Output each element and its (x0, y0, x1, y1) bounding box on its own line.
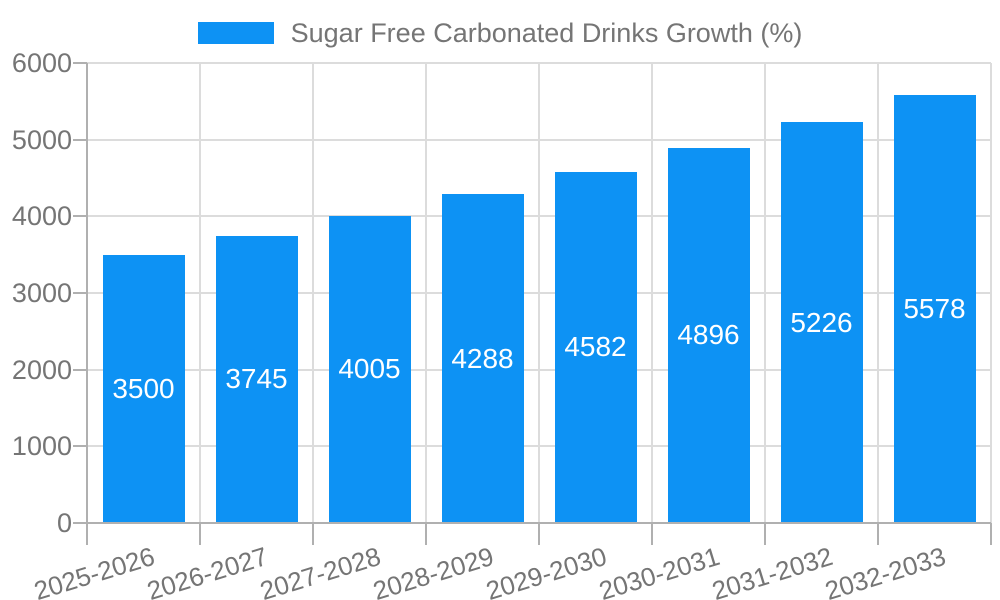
v-gridline (425, 63, 427, 523)
x-axis-tick (199, 523, 201, 545)
x-axis-tick (877, 523, 879, 545)
v-gridline (651, 63, 653, 523)
x-tick-label: 2029-2030 (482, 541, 611, 600)
y-tick-label: 4000 (11, 201, 72, 232)
x-axis-tick (990, 523, 992, 545)
v-gridline (538, 63, 540, 523)
v-gridline (877, 63, 879, 523)
x-axis-tick (764, 523, 766, 545)
bar[interactable] (102, 254, 185, 523)
v-gridline (312, 63, 314, 523)
x-tick-label: 2031-2032 (708, 541, 837, 600)
bar-value-label: 5578 (903, 293, 966, 325)
bar-value-label: 4288 (451, 342, 514, 374)
legend-label[interactable]: Sugar Free Carbonated Drinks Growth (%) (290, 17, 803, 48)
bar[interactable] (893, 95, 976, 523)
bar-value-label: 4582 (564, 331, 627, 363)
y-tick-label: 3000 (11, 278, 72, 308)
x-axis-tick (312, 523, 314, 545)
legend: Sugar Free Carbonated Drinks Growth (%) (0, 14, 1000, 52)
v-gridline (199, 63, 201, 523)
y-axis-tick (73, 292, 87, 294)
bar-value-label: 3745 (225, 363, 288, 395)
bar[interactable] (554, 171, 637, 523)
y-tick-label: 2000 (11, 354, 72, 385)
y-tick-label: 6000 (11, 48, 72, 78)
bar-value-label: 4896 (677, 319, 740, 351)
x-tick-label: 2030-2031 (595, 541, 724, 600)
x-axis-line (87, 522, 991, 524)
x-tick-label: 2028-2029 (369, 541, 498, 600)
y-axis-tick (73, 445, 87, 448)
bar[interactable] (441, 194, 524, 523)
x-tick-label: 2032-2033 (821, 541, 950, 600)
x-axis-tick (86, 523, 88, 545)
y-axis-tick (73, 522, 87, 524)
x-axis-tick (538, 523, 540, 545)
x-tick-label: 2026-2027 (143, 541, 272, 600)
bar[interactable] (215, 235, 298, 523)
x-axis-tick (425, 523, 427, 545)
y-axis-tick (73, 368, 87, 371)
x-axis-tick (651, 523, 653, 545)
y-axis-tick (73, 138, 87, 141)
x-tick-label: 2025-2026 (30, 541, 159, 600)
bar[interactable] (780, 122, 863, 523)
y-axis-line (86, 63, 88, 523)
x-tick-label: 2027-2028 (256, 541, 385, 600)
bar[interactable] (667, 147, 750, 523)
y-tick-label: 0 (56, 508, 72, 538)
v-gridline (990, 63, 992, 523)
bar-value-label: 5226 (790, 306, 853, 338)
v-gridline (764, 63, 766, 523)
y-tick-label: 1000 (11, 431, 72, 462)
bar[interactable] (328, 215, 411, 523)
y-axis-tick (73, 62, 87, 64)
y-axis-tick (73, 215, 87, 218)
y-tick-label: 5000 (11, 124, 72, 155)
bar-value-label: 3500 (112, 372, 175, 404)
bar-value-label: 4005 (338, 353, 401, 385)
legend-swatch[interactable] (197, 22, 274, 44)
